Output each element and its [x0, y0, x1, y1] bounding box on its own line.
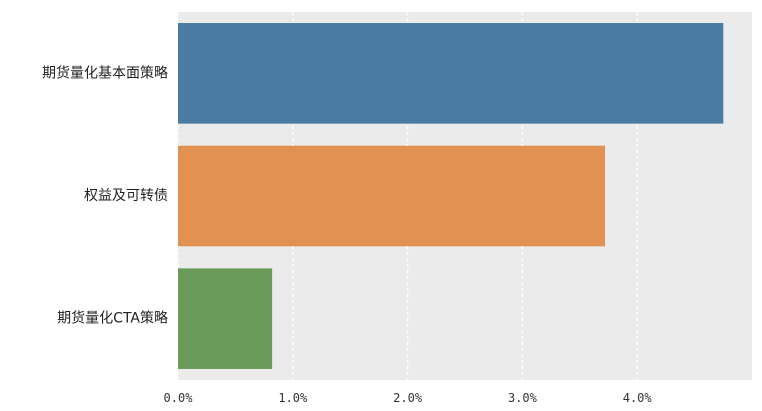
y-tick-label: 期货量化CTA策略 — [57, 310, 168, 327]
x-tick-label: 1.0% — [278, 391, 308, 405]
bar — [178, 268, 273, 369]
x-tick-label: 0.0% — [164, 391, 194, 405]
x-axis-labels: 0.0% 1.0% 2.0% 3.0% 4.0% — [164, 391, 653, 405]
bar — [178, 145, 606, 247]
x-tick-label: 3.0% — [508, 391, 538, 405]
y-tick-label: 期货量化基本面策略 — [42, 64, 168, 81]
x-tick-label: 2.0% — [393, 391, 423, 405]
bar — [178, 23, 724, 124]
bars — [178, 23, 724, 369]
x-tick-label: 4.0% — [623, 391, 653, 405]
y-tick-label: 权益及可转债 — [84, 188, 168, 204]
